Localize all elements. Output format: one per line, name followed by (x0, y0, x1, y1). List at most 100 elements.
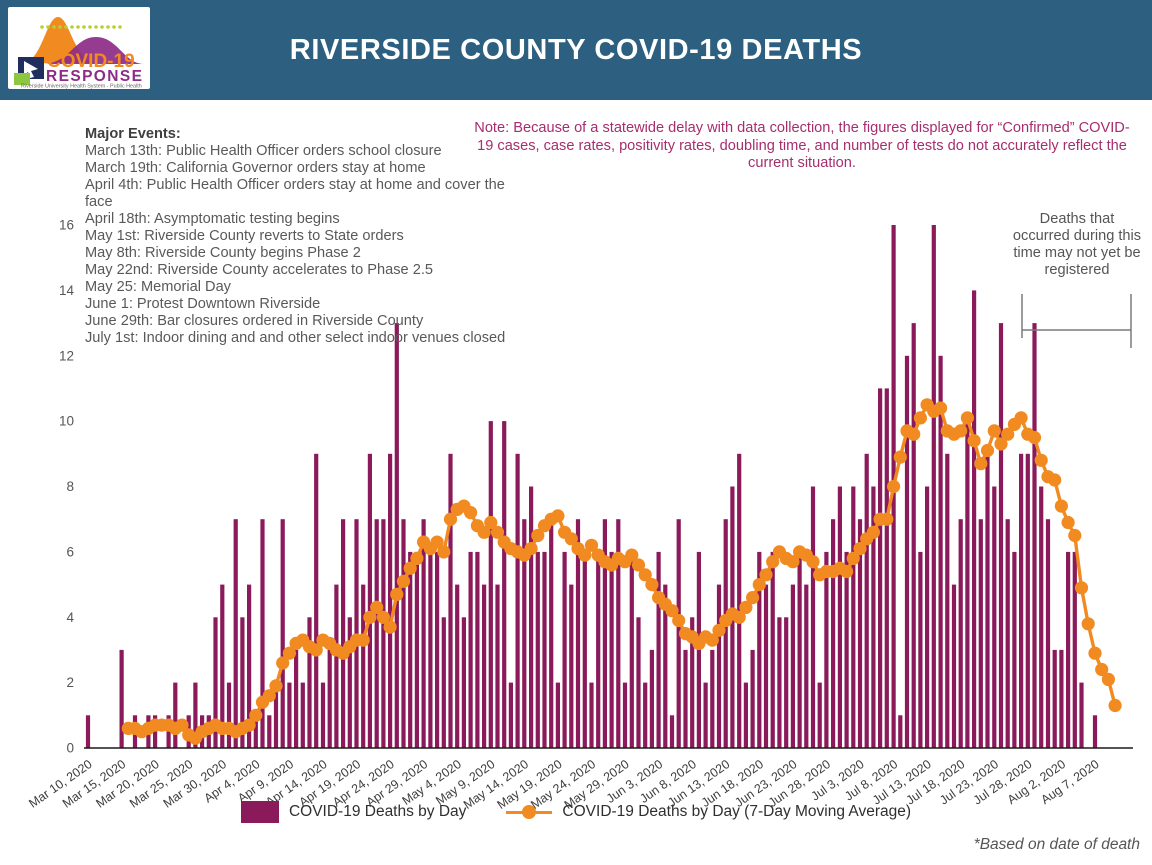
header-bar: RIVERSIDE COUNTY COVID-19 DEATHS COVID- (0, 0, 1152, 100)
data-delay-note: Note: Because of a statewide delay with … (474, 120, 1130, 171)
moving-average-point (806, 555, 820, 569)
deaths-bar (428, 551, 433, 748)
deaths-bar (367, 453, 372, 748)
moving-average-point (403, 561, 417, 575)
deaths-bar (488, 421, 493, 748)
moving-average-point (309, 643, 323, 657)
deaths-bar (273, 682, 279, 748)
moving-average-point (370, 600, 384, 615)
moving-average-point (786, 555, 800, 569)
moving-average-point (269, 679, 283, 693)
registration-delay-annotation: Deaths that occurred during this time ma… (1012, 211, 1142, 278)
deaths-bar (972, 290, 977, 748)
major-events-heading: Major Events: (85, 126, 181, 142)
major-events-list: March 13th: Public Health Officer orders… (85, 143, 535, 347)
deaths-bar (784, 617, 789, 749)
deaths-bar (965, 421, 970, 748)
deaths-bar (790, 584, 795, 748)
deaths-bar (945, 453, 950, 748)
deaths-bar (421, 519, 426, 748)
deaths-bar (871, 486, 876, 748)
deaths-bar (998, 323, 1004, 748)
moving-average-point (464, 505, 478, 520)
deaths-bar (857, 519, 863, 748)
deaths-bar (233, 519, 238, 748)
deaths-bar (931, 225, 936, 748)
deaths-bar (878, 388, 883, 748)
moving-average-point (705, 633, 719, 647)
moving-average-point (846, 551, 860, 566)
moving-average-point (1095, 662, 1109, 677)
moving-average-point (584, 538, 599, 552)
line-series-label: COVID-19 Deaths by Day (7-Day Moving Ave… (562, 803, 912, 820)
deaths-bar (461, 617, 466, 749)
moving-average-point (443, 512, 458, 526)
deaths-bar (508, 682, 513, 748)
deaths-bar (280, 519, 285, 748)
deaths-bar (394, 323, 399, 748)
moving-average-point (1061, 515, 1075, 530)
line-series-swatch (506, 804, 553, 820)
deaths-bar (1072, 551, 1077, 748)
deaths-bar (804, 584, 809, 748)
deaths-bar (575, 519, 581, 748)
moving-average-point (531, 528, 545, 543)
deaths-bar (220, 584, 225, 748)
moving-average-point (1081, 617, 1095, 631)
moving-average-point (934, 401, 948, 415)
deaths-bar (1066, 551, 1071, 748)
y-tick-label: 12 (59, 348, 74, 363)
deaths-bar (1025, 453, 1030, 748)
deaths-bar (1052, 649, 1057, 748)
moving-average-point (376, 610, 390, 624)
logo-green-square (14, 73, 30, 85)
deaths-bar (723, 519, 728, 748)
major-events-block: Major Events: March 13th: Public Health … (85, 126, 535, 347)
daily-deaths-bars (85, 225, 1098, 749)
deaths-bar (414, 551, 419, 748)
page-title: RIVERSIDE COUNTY COVID-19 DEATHS (289, 33, 863, 66)
moving-average-point (752, 578, 766, 592)
deaths-bar (347, 617, 352, 749)
deaths-bar (918, 551, 923, 748)
deaths-bar (992, 486, 997, 748)
deaths-bar (985, 453, 990, 748)
deaths-bar (737, 453, 742, 748)
deaths-bar (757, 551, 762, 748)
deaths-bar (435, 551, 440, 748)
moving-average-point (913, 411, 928, 425)
deaths-bar (448, 453, 453, 748)
deaths-bar (515, 453, 520, 748)
moving-average-point (1074, 581, 1089, 595)
deaths-bar (643, 682, 648, 748)
deaths-bar (401, 519, 406, 748)
moving-average-point (1101, 672, 1115, 687)
logo-graphic: COVID-19 RESPONSE Riverside University H… (14, 17, 144, 90)
deaths-bar (193, 682, 198, 748)
deaths-bar (522, 519, 527, 748)
deaths-bar (777, 617, 782, 749)
deaths-bar (898, 715, 903, 748)
deaths-bar (884, 388, 889, 748)
deaths-bar (441, 617, 446, 749)
logo-purple-curve (42, 37, 144, 64)
deaths-bar (213, 617, 218, 749)
deaths-bar (911, 323, 916, 748)
deaths-bar (622, 682, 628, 748)
moving-average-point (430, 535, 444, 549)
deaths-bar (710, 649, 715, 748)
deaths-bar (602, 519, 607, 748)
bar-series-label: COVID-19 Deaths by Day (288, 803, 467, 820)
deaths-bar (529, 486, 534, 748)
major-event-item: May 25: Memorial Day (85, 279, 231, 295)
moving-average-point (1001, 427, 1015, 441)
deaths-bar (1005, 519, 1010, 748)
moving-average-point (960, 411, 975, 425)
deaths-bar (716, 584, 722, 748)
deaths-bar (750, 649, 755, 748)
moving-average-point (645, 578, 659, 592)
moving-average-point (551, 509, 565, 523)
moving-average-point (390, 587, 404, 602)
deaths-bar (844, 551, 849, 748)
